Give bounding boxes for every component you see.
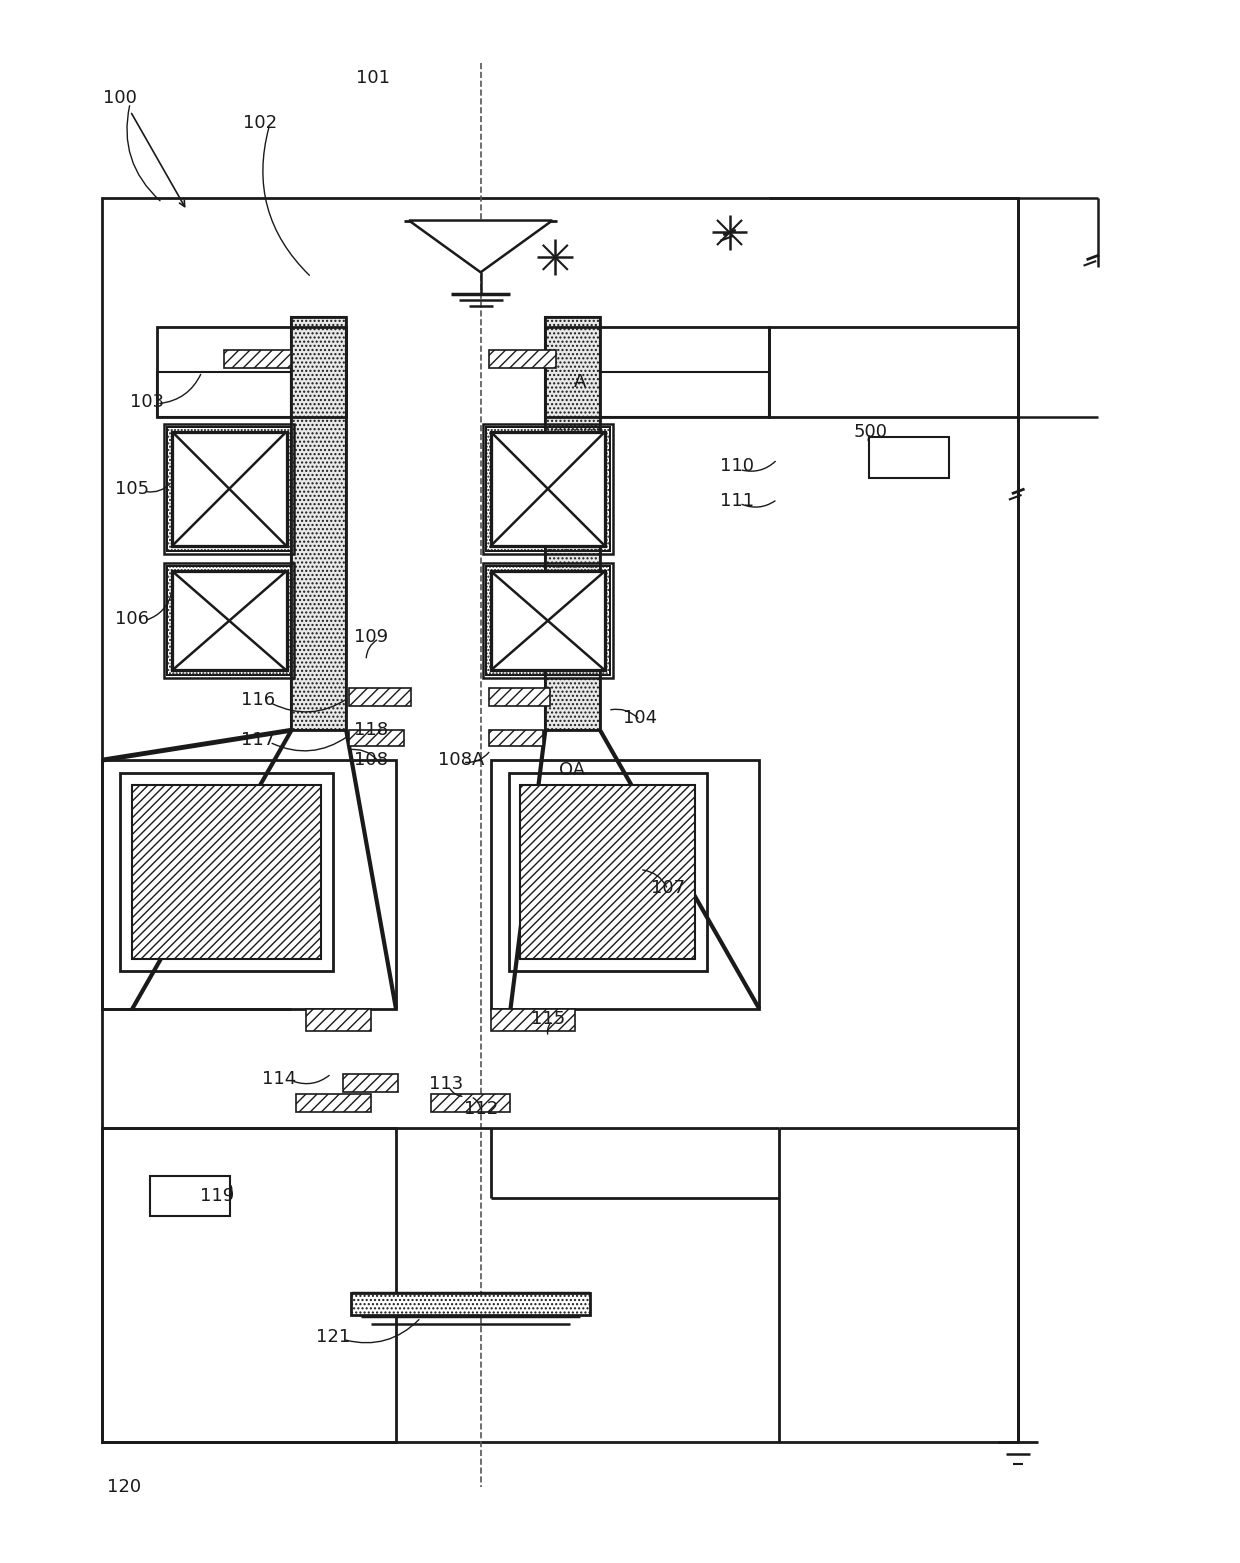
Text: 111: 111 [720, 492, 754, 510]
Bar [491, 431, 605, 545]
Text: 120: 120 [107, 1479, 141, 1496]
Bar [486, 566, 610, 675]
Bar [491, 1010, 575, 1032]
Text: 103: 103 [130, 392, 164, 411]
Bar [172, 431, 286, 545]
Bar [482, 563, 613, 678]
Bar [350, 688, 410, 706]
Bar [546, 317, 600, 730]
Bar [223, 350, 291, 367]
Text: 108A: 108A [438, 752, 484, 769]
Bar [491, 570, 605, 671]
Bar [350, 730, 404, 746]
Bar [600, 372, 769, 417]
Bar [546, 327, 769, 417]
Text: 101: 101 [356, 69, 391, 88]
Bar [164, 424, 294, 553]
Bar [546, 317, 600, 730]
Bar [133, 785, 321, 960]
Text: 112: 112 [464, 1099, 497, 1118]
Bar [103, 197, 1018, 1443]
Text: 107: 107 [651, 878, 684, 897]
Bar [769, 327, 1018, 417]
Text: 116: 116 [241, 691, 275, 710]
Bar [103, 1128, 396, 1443]
Bar [157, 327, 346, 417]
Bar [291, 317, 346, 730]
Bar [291, 317, 346, 730]
Bar [343, 1074, 398, 1091]
Text: 121: 121 [316, 1329, 351, 1346]
Text: 108: 108 [355, 752, 388, 769]
Text: 104: 104 [622, 710, 657, 727]
Text: 500: 500 [854, 422, 888, 441]
Bar [489, 350, 557, 367]
Bar [157, 372, 291, 417]
Bar [296, 1094, 371, 1111]
Bar [430, 1094, 511, 1111]
Bar [491, 760, 759, 1010]
Polygon shape [409, 220, 552, 272]
Text: 109: 109 [355, 628, 388, 646]
Bar [482, 424, 613, 553]
Text: A: A [574, 374, 587, 391]
Text: 118: 118 [355, 721, 388, 739]
Bar [167, 566, 291, 675]
Bar [869, 436, 949, 478]
Bar [351, 1293, 590, 1314]
Bar [150, 1177, 229, 1216]
Bar [167, 427, 291, 552]
Bar [164, 563, 294, 678]
Text: 110: 110 [720, 458, 754, 475]
Text: 115: 115 [531, 1010, 565, 1028]
Bar [120, 774, 334, 971]
Text: OA: OA [559, 761, 585, 778]
Text: 114: 114 [263, 1069, 296, 1088]
Text: 105: 105 [115, 480, 149, 499]
Bar [103, 760, 396, 1010]
Bar [508, 774, 707, 971]
Text: 100: 100 [103, 89, 138, 108]
Text: 106: 106 [115, 610, 149, 628]
Text: 102: 102 [243, 114, 277, 131]
Text: 117: 117 [241, 731, 275, 749]
Bar [521, 785, 694, 960]
Bar [306, 1010, 371, 1032]
Bar [489, 730, 543, 746]
Text: 119: 119 [200, 1188, 234, 1205]
Bar [489, 688, 551, 706]
Bar [172, 570, 286, 671]
Bar [486, 427, 610, 552]
Text: 113: 113 [429, 1075, 463, 1093]
